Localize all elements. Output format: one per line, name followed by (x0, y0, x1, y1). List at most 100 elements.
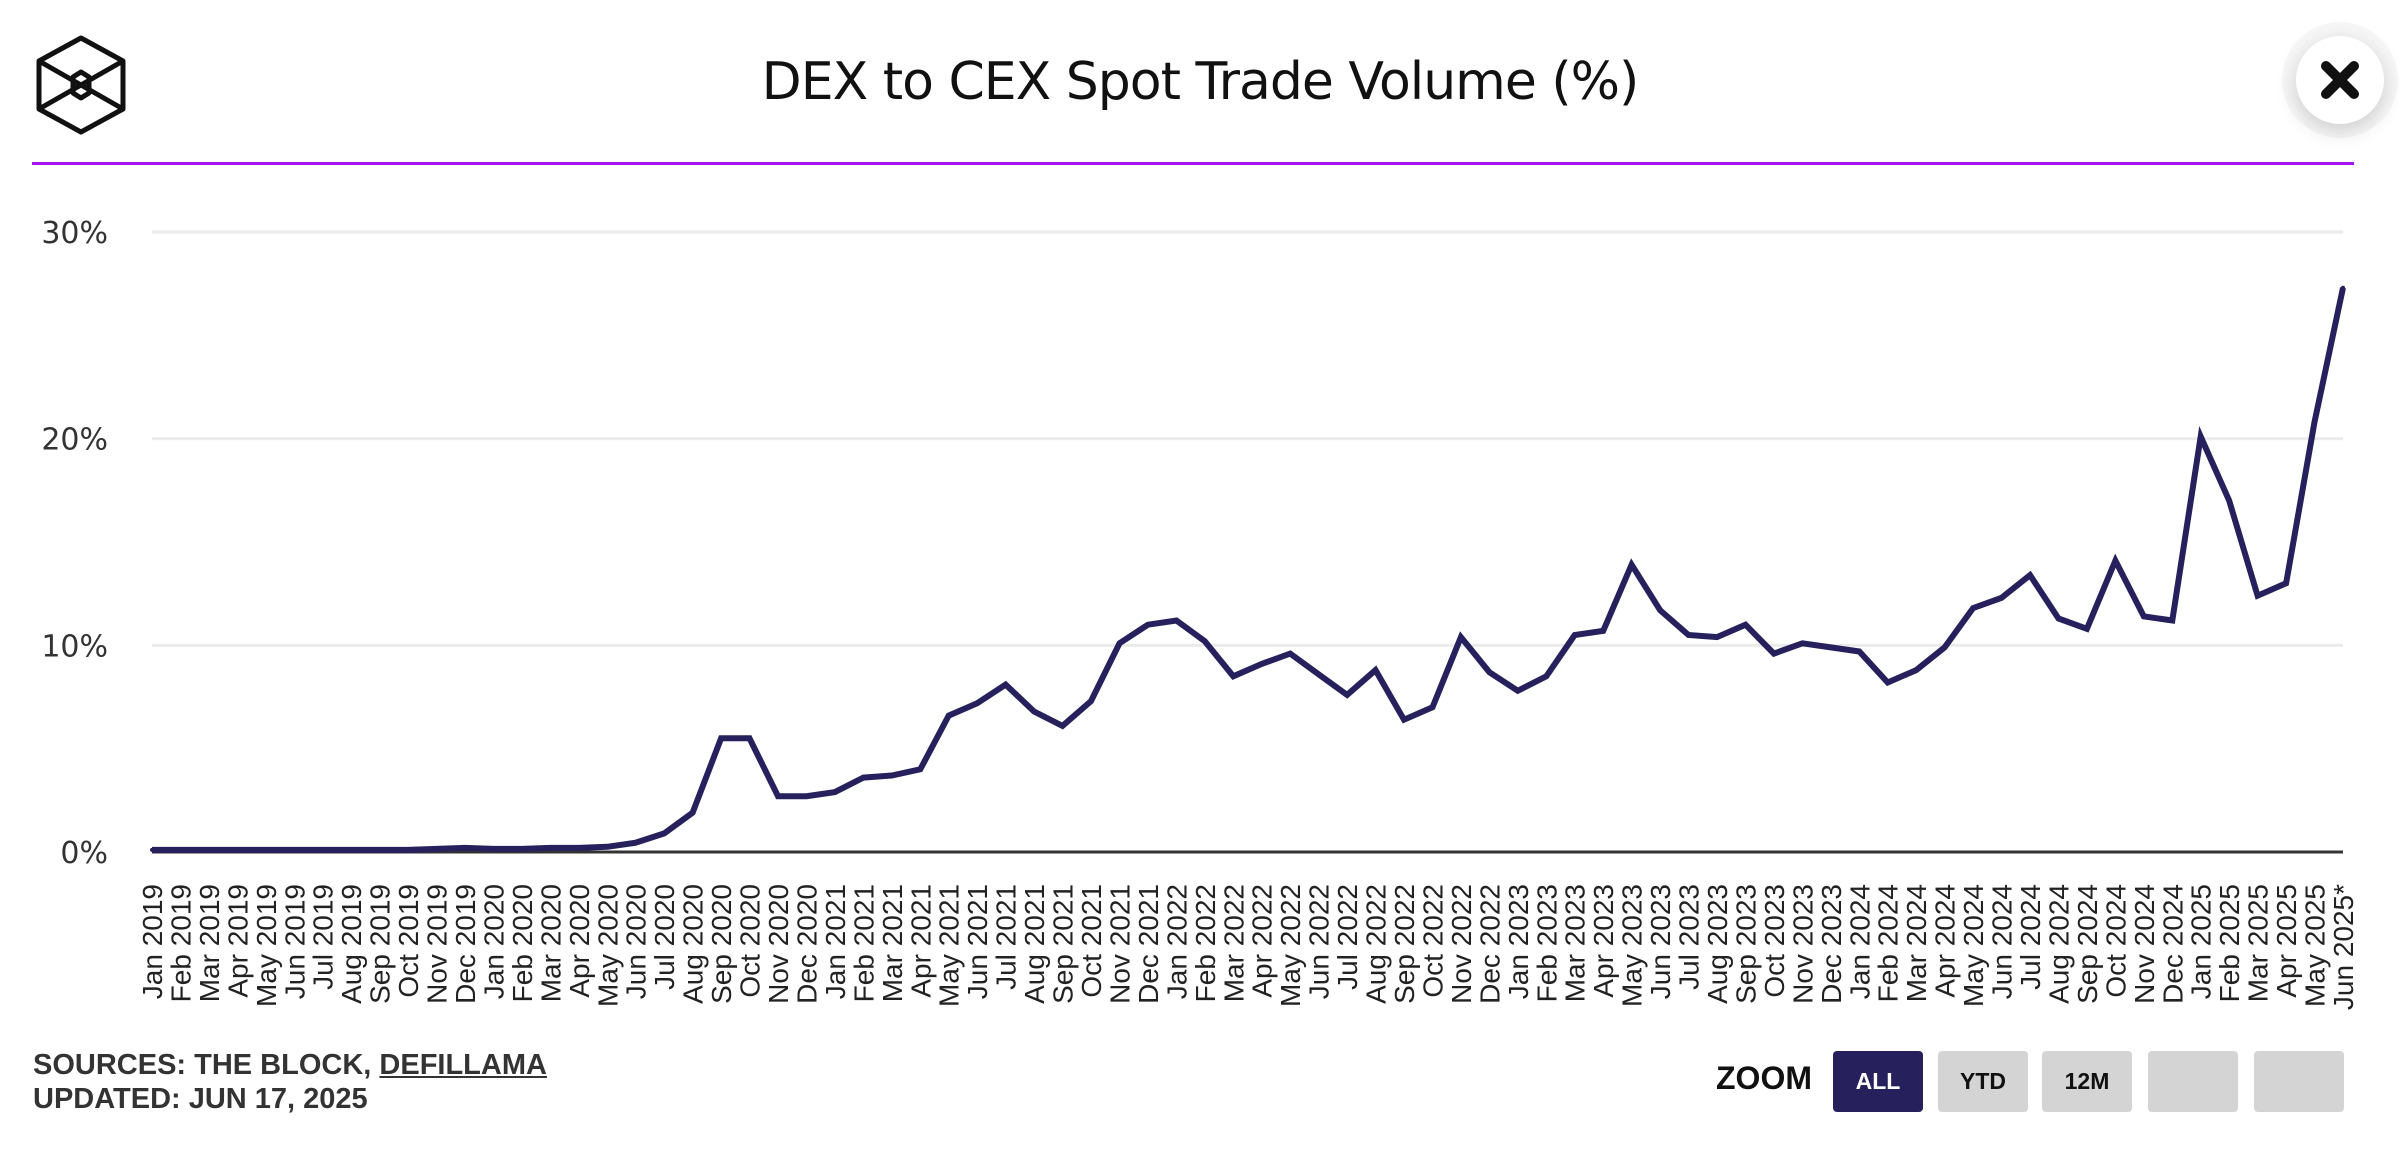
data-point[interactable] (2255, 593, 2260, 598)
data-point[interactable] (889, 773, 894, 778)
data-point[interactable] (1544, 674, 1549, 679)
x-tick-label: Feb 2019 (165, 884, 196, 1002)
data-point[interactable] (491, 846, 496, 851)
x-tick-label: May 2020 (592, 884, 623, 1007)
data-point[interactable] (1032, 709, 1037, 714)
data-point[interactable] (1430, 705, 1435, 710)
data-point[interactable] (1629, 562, 1634, 567)
data-point[interactable] (747, 736, 752, 741)
zoom-blank-button-2[interactable] (2254, 1051, 2344, 1112)
data-point[interactable] (1885, 680, 1890, 685)
data-point[interactable] (320, 847, 325, 852)
data-point[interactable] (719, 736, 724, 741)
data-point[interactable] (1487, 670, 1492, 675)
data-point[interactable] (1402, 717, 1406, 722)
data-point[interactable] (2198, 434, 2203, 439)
data-point[interactable] (690, 810, 695, 815)
data-point[interactable] (1715, 635, 1719, 640)
defillama-link[interactable]: DEFILLAMA (379, 1049, 547, 1081)
x-tick-label: Apr 2019 (222, 884, 253, 998)
data-point[interactable] (2028, 573, 2032, 578)
data-point[interactable] (1515, 688, 1520, 693)
x-tick-label: Aug 2020 (678, 884, 709, 1004)
data-point[interactable] (832, 790, 837, 795)
data-point[interactable] (2141, 614, 2146, 619)
data-point[interactable] (1800, 641, 1805, 646)
data-point[interactable] (434, 846, 439, 851)
data-point[interactable] (1971, 606, 1976, 611)
close-icon (2321, 61, 2359, 99)
data-point[interactable] (1999, 595, 2004, 600)
data-point[interactable] (406, 847, 411, 852)
data-point[interactable] (1857, 649, 1862, 654)
data-point[interactable] (576, 845, 581, 850)
data-point[interactable] (1060, 723, 1065, 728)
x-tick-label: Nov 2023 (1787, 884, 1818, 1004)
data-point[interactable] (804, 794, 809, 799)
data-point[interactable] (2312, 420, 2317, 425)
data-point[interactable] (776, 794, 780, 799)
data-point[interactable] (1231, 674, 1236, 679)
x-tick-label: Sep 2024 (2072, 884, 2103, 1004)
data-point[interactable] (548, 845, 553, 850)
data-point[interactable] (2084, 626, 2089, 631)
data-point[interactable] (918, 767, 923, 772)
zoom-blank-button-1[interactable] (2148, 1051, 2238, 1112)
x-tick-label: Jul 2019 (308, 884, 339, 990)
data-point[interactable] (975, 701, 980, 706)
zoom-12m-button[interactable]: 12M (2042, 1051, 2132, 1112)
data-point[interactable] (1658, 608, 1663, 613)
data-point[interactable] (633, 840, 638, 845)
x-tick-label: Nov 2024 (2129, 884, 2160, 1004)
data-point[interactable] (1686, 633, 1691, 637)
data-point[interactable] (605, 844, 610, 849)
data-point[interactable] (1174, 618, 1179, 623)
data-point[interactable] (377, 847, 382, 852)
data-point[interactable] (2170, 618, 2175, 623)
data-point[interactable] (2056, 616, 2061, 621)
data-point[interactable] (1373, 668, 1378, 673)
data-point[interactable] (1145, 622, 1150, 627)
data-point[interactable] (263, 847, 268, 852)
zoom-all-button[interactable]: ALL (1833, 1051, 1923, 1112)
data-point[interactable] (1288, 651, 1293, 656)
data-point[interactable] (1117, 641, 1122, 646)
close-button[interactable] (2296, 36, 2384, 124)
data-point[interactable] (1942, 645, 1947, 650)
data-point[interactable] (1828, 645, 1833, 650)
data-point[interactable] (1743, 622, 1748, 627)
data-point[interactable] (1601, 628, 1606, 633)
data-point[interactable] (178, 847, 183, 852)
data-point[interactable] (292, 847, 297, 852)
data-point[interactable] (349, 847, 354, 852)
data-point[interactable] (946, 713, 951, 718)
data-point[interactable] (1316, 672, 1321, 677)
data-point[interactable] (235, 847, 240, 852)
data-point[interactable] (1914, 668, 1919, 673)
data-point[interactable] (1202, 639, 1207, 644)
data-point[interactable] (2341, 285, 2345, 290)
data-point[interactable] (2113, 558, 2118, 563)
data-point[interactable] (1572, 633, 1577, 637)
data-point[interactable] (2227, 498, 2232, 503)
data-point[interactable] (206, 847, 211, 852)
data-point[interactable] (2284, 581, 2289, 586)
data-point[interactable] (1259, 661, 1264, 666)
data-point[interactable] (1771, 651, 1776, 656)
data-point[interactable] (1458, 635, 1463, 640)
x-tick-label: Jun 2022 (1304, 884, 1335, 999)
x-tick-label: Jan 2025 (2186, 884, 2217, 999)
data-point[interactable] (463, 845, 467, 850)
data-point[interactable] (1345, 692, 1350, 697)
accent-divider (32, 162, 2354, 165)
y-tick-label: 30% (41, 216, 108, 251)
data-point[interactable] (662, 831, 667, 836)
data-point[interactable] (150, 847, 154, 852)
the-block-logo-icon (36, 35, 126, 135)
zoom-ytd-button[interactable]: YTD (1938, 1051, 2028, 1112)
data-point[interactable] (519, 846, 524, 851)
data-point[interactable] (861, 775, 866, 780)
data-point[interactable] (1089, 699, 1093, 704)
data-point[interactable] (1003, 682, 1008, 687)
x-tick-label: May 2019 (251, 884, 282, 1007)
